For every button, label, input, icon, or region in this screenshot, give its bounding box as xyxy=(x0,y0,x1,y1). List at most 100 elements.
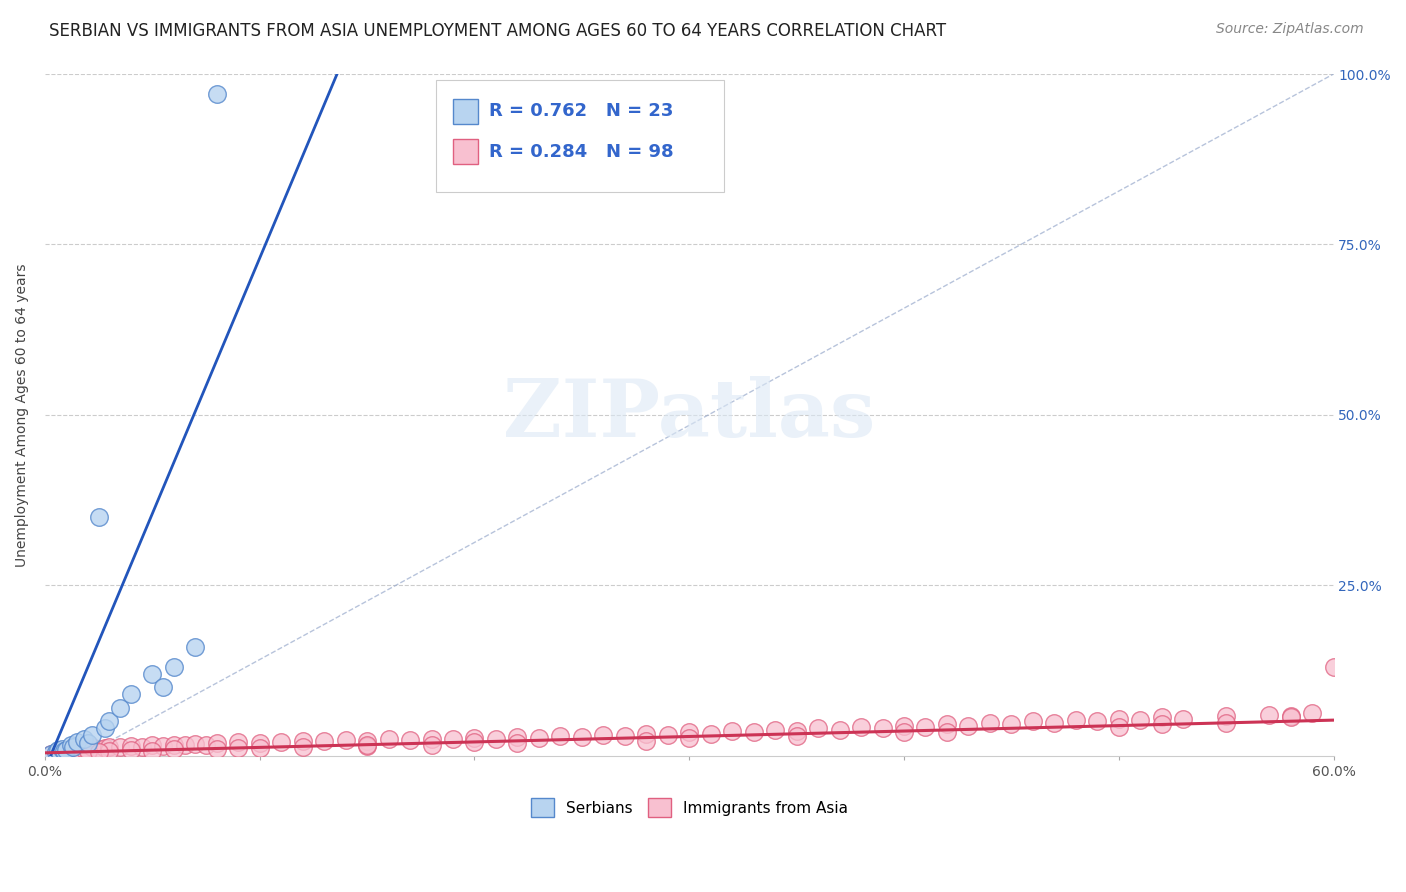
Point xyxy=(51,744,73,758)
Point xyxy=(786,730,808,744)
Point xyxy=(849,720,872,734)
Point xyxy=(1022,714,1045,729)
Point xyxy=(77,743,100,757)
Text: R = 0.284   N = 98: R = 0.284 N = 98 xyxy=(489,143,673,161)
Point xyxy=(463,731,485,745)
Point xyxy=(657,728,679,742)
Point xyxy=(108,740,131,755)
Point xyxy=(420,738,443,752)
Point xyxy=(141,666,163,681)
Point xyxy=(441,732,464,747)
Point xyxy=(62,740,84,755)
Point xyxy=(249,741,271,756)
Point xyxy=(721,724,744,739)
Point xyxy=(979,715,1001,730)
Point xyxy=(120,687,142,701)
Point xyxy=(291,740,314,755)
Point xyxy=(94,741,117,756)
Point xyxy=(1301,706,1323,721)
Point xyxy=(66,735,89,749)
Point xyxy=(742,725,765,739)
Point xyxy=(270,735,292,749)
Legend: Serbians, Immigrants from Asia: Serbians, Immigrants from Asia xyxy=(524,792,853,823)
Point xyxy=(141,744,163,758)
Point xyxy=(131,739,153,754)
Point xyxy=(49,746,72,760)
Point xyxy=(72,741,94,756)
Point xyxy=(506,736,529,750)
Point xyxy=(1085,714,1108,729)
Point xyxy=(45,745,67,759)
Point xyxy=(163,738,186,752)
Point xyxy=(195,738,218,752)
Point xyxy=(141,739,163,753)
Point xyxy=(936,717,959,731)
Point xyxy=(828,723,851,737)
Point xyxy=(936,724,959,739)
Point xyxy=(53,744,76,758)
Point xyxy=(291,733,314,747)
Point xyxy=(335,732,357,747)
Point xyxy=(205,736,228,750)
Point xyxy=(527,731,550,745)
Point xyxy=(356,739,378,753)
Point xyxy=(592,728,614,742)
Point xyxy=(82,728,104,742)
Point xyxy=(678,731,700,745)
Point xyxy=(120,739,142,753)
Point xyxy=(205,741,228,756)
Point xyxy=(399,732,422,747)
Point xyxy=(120,743,142,757)
Point xyxy=(77,744,100,758)
Point xyxy=(55,745,77,759)
Point xyxy=(226,741,249,756)
Point xyxy=(1215,709,1237,723)
Point xyxy=(59,739,82,753)
Point xyxy=(46,743,69,757)
Point xyxy=(1258,707,1281,722)
Point xyxy=(173,739,195,753)
Point xyxy=(163,742,186,756)
Point xyxy=(66,742,89,756)
Point xyxy=(571,730,593,744)
Point xyxy=(72,731,94,746)
Point xyxy=(45,745,67,759)
Point xyxy=(87,741,110,756)
Point xyxy=(45,746,67,760)
Point xyxy=(108,701,131,715)
Point xyxy=(98,744,121,758)
Point xyxy=(613,730,636,744)
Point xyxy=(51,741,73,756)
Point xyxy=(205,87,228,102)
Point xyxy=(1215,715,1237,730)
Point xyxy=(485,731,508,746)
Point xyxy=(550,730,572,744)
Point xyxy=(914,720,936,734)
Text: R = 0.762   N = 23: R = 0.762 N = 23 xyxy=(489,103,673,120)
Point xyxy=(506,730,529,744)
Point xyxy=(94,721,117,735)
Point xyxy=(786,724,808,739)
Point xyxy=(636,733,658,747)
Point xyxy=(636,727,658,741)
Point xyxy=(356,733,378,747)
Point xyxy=(59,744,82,758)
Point xyxy=(1322,660,1344,674)
Point xyxy=(377,732,399,747)
Point xyxy=(314,734,336,748)
Point xyxy=(87,510,110,524)
Point xyxy=(152,681,174,695)
Point xyxy=(1064,713,1087,727)
Point xyxy=(807,721,830,735)
Point xyxy=(1173,712,1195,726)
Point xyxy=(163,660,186,674)
Point xyxy=(77,736,100,750)
Point xyxy=(1150,710,1173,724)
Point xyxy=(98,714,121,729)
Point xyxy=(55,743,77,757)
Point xyxy=(463,735,485,749)
Point xyxy=(763,723,786,737)
Point xyxy=(1000,717,1022,731)
Point xyxy=(184,737,207,751)
Point xyxy=(184,640,207,654)
